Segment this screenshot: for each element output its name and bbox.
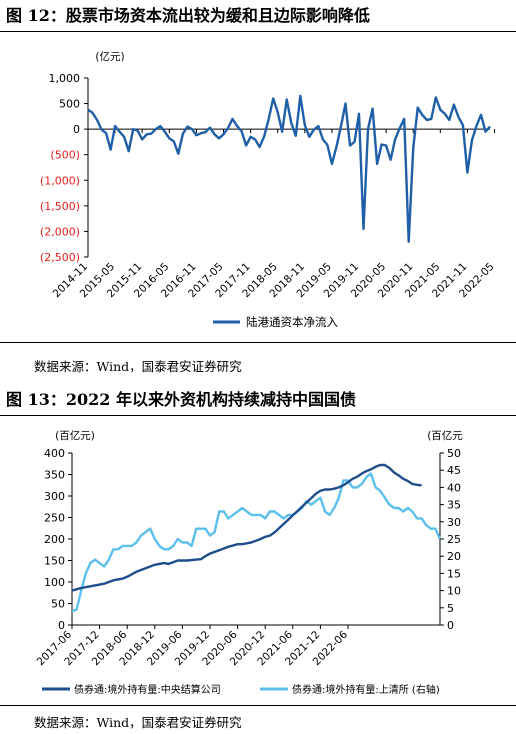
chart2-y2-tick-label: 25 — [447, 533, 461, 546]
chart2-series-1-line — [71, 463, 422, 592]
chart2-y-tick-label: 0 — [58, 619, 65, 632]
chart2-y-tick-label: 250 — [44, 512, 65, 525]
chart2-series — [71, 463, 442, 613]
chart2-x-ticks: 2017-062017-122018-062018-122019-062019-… — [35, 625, 350, 668]
chart2-y2-tick-label: 40 — [447, 481, 461, 494]
chart2-y2-tick-label: 10 — [447, 585, 461, 598]
chart1-unit-label: (亿元) — [95, 50, 124, 63]
chart2-series-2-line — [71, 472, 442, 613]
chart1-y-tick-label: (2,500) — [40, 251, 80, 264]
chart1-y-ticks: 1,000 500 0 (500) (1,000) (1,500) (2,000) (2,50… — [40, 72, 88, 264]
chart2-y2-tick-label: 45 — [447, 464, 461, 477]
chart2-y2-tick-label: 15 — [447, 567, 461, 580]
chart2-legend-label-1: 债券通:境外持有量:中央结算公司 — [74, 683, 221, 696]
chart1-axes — [87, 78, 490, 257]
chart2-y-tick-label: 50 — [51, 598, 65, 611]
chart2-y-ticks: 0 50 100 150 200 250 300 350 400 — [44, 447, 72, 632]
chart2-y2-tick-label: 35 — [447, 499, 461, 512]
figure2-title: 图 13：2022 年以来外资机构持续减持中国国债 — [6, 390, 356, 409]
figure2-title-rule — [0, 415, 516, 416]
chart2-svg: (百亿元) (百亿元 0 50 100 150 200 250 300 350 400 0 5 10… — [35, 429, 464, 696]
chart1-y-tick-label: (2,000) — [40, 225, 80, 238]
chart1-y-tick-label: (500) — [50, 149, 80, 162]
chart1-y-tick-label: (1,000) — [40, 174, 80, 187]
chart2-right-unit-label: (百亿元 — [427, 429, 463, 442]
figure2-source: 数据来源：Wind，国泰君安证券研究 — [34, 715, 242, 730]
chart2-y-tick-label: 400 — [44, 447, 65, 460]
figure1-bottom-rule — [0, 342, 516, 343]
chart1-svg: (亿元) 1,000 500 0 (500) (1,000) (1,500) (2,000)… — [40, 50, 497, 329]
chart2-y2-tick-label: 30 — [447, 516, 461, 529]
figure2-bottom-rule — [0, 705, 516, 706]
chart2-y-tick-label: 100 — [44, 576, 65, 589]
figure1-title: 图 12：股票市场资本流出较为缓和且边际影响降低 — [6, 6, 370, 25]
chart1-y-tick-label: 0 — [73, 123, 80, 136]
chart2-y-tick-label: 350 — [44, 469, 65, 482]
chart1-series — [87, 94, 491, 243]
chart2-y2-ticks: 0 5 10 15 20 25 30 35 40 45 50 — [440, 447, 461, 632]
chart1-legend-label: 陆港通资本净流入 — [246, 315, 338, 329]
chart2-y-tick-label: 150 — [44, 555, 65, 568]
figure1-title-rule — [0, 31, 516, 32]
chart2-y2-tick-label: 50 — [447, 447, 461, 460]
chart2-legend-label-2: 债券通:境外持有量:上清所 (右轴) — [292, 683, 440, 696]
chart1-y-tick-label: 500 — [59, 98, 80, 111]
chart2-y-tick-label: 200 — [44, 533, 65, 546]
figure1-source: 数据来源：Wind，国泰君安证券研究 — [34, 359, 242, 374]
chart2-y2-tick-label: 5 — [447, 602, 454, 615]
chart1-x-ticks: 2014-112015-052015-112016-052016-112017-… — [51, 129, 497, 300]
chart1-y-tick-label: (1,500) — [40, 200, 80, 213]
chart1-y-tick-label: 1,000 — [49, 72, 81, 85]
chart1-series-line — [87, 94, 491, 243]
chart2-y-tick-label: 300 — [44, 490, 65, 503]
chart2-y2-tick-label: 20 — [447, 550, 461, 563]
chart2-axes — [71, 453, 441, 626]
chart2-y2-tick-label: 0 — [447, 619, 454, 632]
chart2-left-unit-label: (百亿元) — [55, 429, 95, 442]
